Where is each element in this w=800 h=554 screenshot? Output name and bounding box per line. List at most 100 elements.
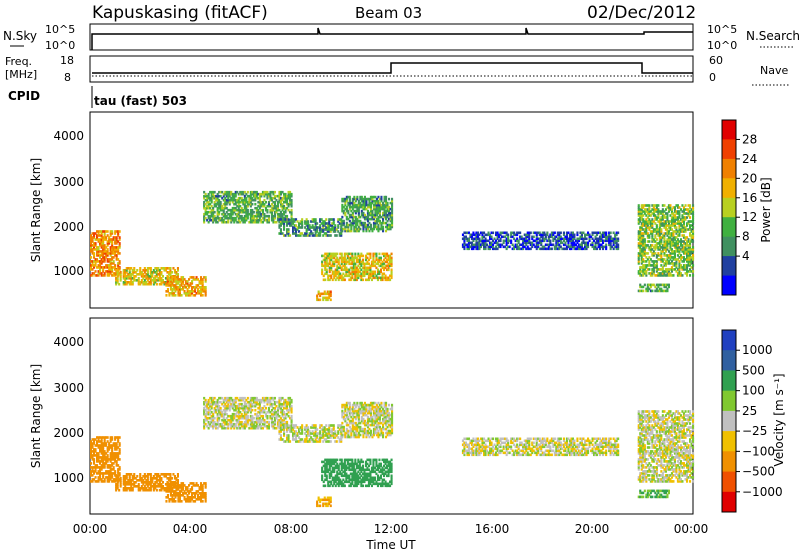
power-cell: [195, 292, 198, 295]
power-cell: [350, 225, 353, 229]
power-cell: [483, 241, 486, 245]
power-cell: [383, 268, 386, 272]
velocity-cell: [213, 400, 216, 404]
velocity-cell: [243, 410, 246, 414]
power-cell: [355, 268, 358, 272]
power-cell: [461, 245, 464, 249]
power-cell: [165, 282, 168, 285]
power-cell: [570, 239, 573, 243]
power-cell: [648, 222, 651, 225]
power-cell: [111, 270, 114, 273]
velocity-cell: [149, 479, 152, 482]
velocity-cell: [90, 472, 93, 475]
power-cell: [369, 225, 372, 229]
power-cell: [207, 210, 210, 214]
power-cell: [286, 232, 289, 235]
power-cell: [218, 216, 221, 220]
velocity-cell: [177, 498, 180, 501]
power-cell: [678, 240, 681, 243]
velocity-cell: [168, 498, 171, 501]
velocity-cell: [207, 398, 210, 402]
power-cell: [369, 217, 372, 221]
power-cell: [389, 260, 392, 264]
power-cell: [646, 220, 649, 223]
power-cell: [258, 202, 261, 206]
velocity-cell: [249, 426, 252, 430]
power-cell: [597, 241, 600, 245]
power-cell: [378, 276, 381, 280]
power-cell: [258, 198, 261, 202]
velocity-cell: [213, 406, 216, 410]
power-cell: [106, 272, 109, 275]
power-cell: [263, 212, 266, 216]
velocity-cell: [108, 470, 111, 473]
power-cell: [381, 276, 384, 280]
power-cell: [585, 241, 588, 245]
power-cell: [675, 248, 678, 251]
power-cell: [483, 243, 486, 247]
power-cell: [325, 258, 328, 262]
velocity-cell: [169, 484, 172, 487]
power-cell: [663, 258, 666, 261]
power-cell: [655, 254, 658, 257]
power-cell: [275, 198, 278, 202]
power-cell: [655, 218, 658, 221]
power-cell: [502, 245, 505, 249]
velocity-cell: [228, 408, 231, 412]
power-cell: [243, 216, 246, 220]
power-cell: [535, 239, 538, 243]
power-cell: [167, 271, 170, 274]
power-cell: [682, 222, 685, 225]
power-cell: [239, 220, 242, 224]
power-cell: [534, 245, 537, 249]
power-cell: [342, 211, 345, 215]
power-cell: [564, 247, 567, 251]
power-cell: [93, 246, 96, 249]
power-cell: [328, 254, 331, 258]
velocity-cell: [185, 500, 188, 503]
velocity-cell: [231, 412, 234, 416]
power-cell: [258, 196, 261, 200]
power-cell: [246, 214, 249, 218]
power-cell: [239, 192, 242, 196]
velocity-cell: [111, 436, 114, 439]
power-cell: [529, 243, 532, 247]
velocity-cell: [102, 458, 105, 461]
power-cell: [275, 204, 278, 208]
power-cell: [369, 211, 372, 215]
power-cell: [339, 274, 342, 278]
power-cell: [109, 240, 112, 243]
power-cell: [248, 220, 251, 224]
power-cell: [374, 221, 377, 225]
power-cell: [305, 234, 308, 237]
velocity-cell: [127, 481, 130, 484]
power-cell: [366, 213, 369, 217]
power-cell: [188, 290, 191, 293]
power-cell: [466, 243, 469, 247]
power-cell: [367, 252, 370, 256]
power-cell: [209, 198, 212, 202]
power-cell: [387, 256, 390, 260]
velocity-cell: [242, 396, 245, 400]
velocity-cell: [103, 450, 106, 453]
velocity-cell: [166, 490, 169, 493]
power-cell: [228, 194, 231, 198]
velocity-cell: [133, 485, 136, 488]
power-cell: [118, 260, 121, 263]
velocity-cell: [102, 450, 105, 453]
power-cell: [658, 226, 661, 229]
power-cell: [614, 239, 617, 243]
power-cell: [189, 284, 192, 287]
power-cell: [643, 230, 646, 233]
velocity-cell: [155, 473, 158, 476]
power-cell: [228, 214, 231, 218]
power-cell: [111, 232, 114, 235]
power-cell: [463, 235, 466, 239]
power-cell: [637, 208, 640, 211]
power-cell: [204, 206, 207, 210]
power-cell: [117, 234, 120, 237]
power-cell: [349, 258, 352, 262]
power-cell: [209, 202, 212, 206]
velocity-cell: [234, 398, 237, 402]
power-cell: [248, 202, 251, 206]
